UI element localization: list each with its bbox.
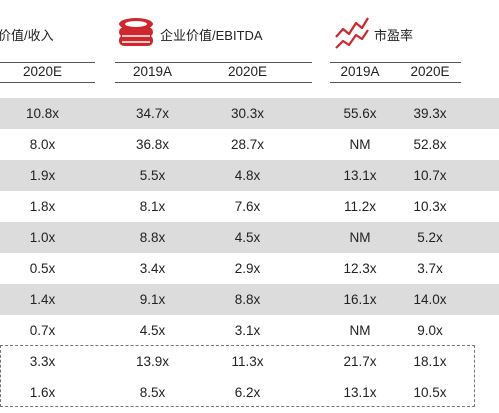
table-cell: 30.3x [230,106,265,121]
table-row: 1.9x 5.5x 4.8x 13.1x 10.7x [0,160,499,191]
table-cell: 21.7x [343,354,377,369]
col-header: 2020E [22,64,63,79]
table-cell: 3.4x [139,261,166,276]
table-row: 0.7x 4.5x 3.1x NM 9.0x [0,315,499,346]
coin-stack-icon [116,15,156,54]
table-cell: 14.0x [413,292,447,307]
table-cell: 13.1x [343,385,377,400]
table-cell: 0.5x [29,261,56,276]
table-cell: 2.9x [234,261,261,276]
table-cell: 8.8x [139,230,166,245]
table-cell: 3.7x [417,261,443,276]
table-cell: 0.7x [29,323,56,338]
table-cell: 8.1x [139,199,166,214]
table-cell: 12.3x [343,261,377,276]
ev-ebitda-title: 企业价值/EBITDA [160,27,263,43]
table-cell: 34.7x [135,106,170,121]
summary-rows-box [0,345,475,407]
col-header: 2019A [132,64,173,79]
table-cell: 1.6x [29,385,56,400]
table-row: 1.8x 8.1x 7.6x 11.2x 10.3x [0,191,499,222]
table-cell: 6.2x [234,385,261,400]
table-cell: 9.1x [139,292,166,307]
table-cell: 11.3x [231,354,264,369]
table-cell: 8.5x [139,385,166,400]
table-cell: 10.5x [413,385,447,400]
table-cell: 8.0x [29,137,56,152]
pe-header-rule [330,62,461,63]
ev-sales-header: 价值/收入 [0,14,108,54]
table-cell: 28.7x [230,137,265,152]
col-header: 2020E [227,64,268,79]
table-cell: 5.5x [139,168,166,183]
table-cell: 3.3x [29,354,56,369]
subheader-rule [0,82,95,83]
table-row: 10.8x 34.7x 30.3x 55.6x 39.3x [0,98,499,129]
table-cell: NM [349,323,371,338]
table-cell: 4.5x [234,230,261,245]
table-cell: 10.7x [413,168,447,183]
table-cell: 9.0x [417,323,443,338]
table-cell: 4.8x [234,168,261,183]
col-header: 2020E [410,64,450,79]
table-cell: 52.8x [413,137,447,152]
table-row: 1.4x 9.1x 8.8x 16.1x 14.0x [0,284,499,315]
trend-line-icon [334,15,370,54]
table-cell: 7.6x [234,199,261,214]
subheader-rule [330,82,461,83]
table-cell: 1.4x [29,292,56,307]
table-cell: 10.3x [413,199,447,214]
table-cell: NM [349,230,371,245]
table-cell: 36.8x [135,137,170,152]
table-cell: 18.1x [413,354,447,369]
table-cell: 13.1x [343,168,377,183]
table-cell: 10.8x [25,106,60,121]
table-cell: 3.1x [234,323,261,338]
table-cell: 13.9x [135,354,170,369]
subheader-rule [115,82,312,83]
table-row: 8.0x 36.8x 28.7x NM 52.8x [0,129,499,160]
ev-ebitda-header-rule [115,62,312,63]
ev-sales-header-rule [0,62,95,63]
table-cell: 1.9x [29,168,56,183]
table-row: 0.5x 3.4x 2.9x 12.3x 3.7x [0,253,499,284]
table-cell: NM [349,137,371,152]
table-row: 3.3x 13.9x 11.3x 21.7x 18.1x [0,346,499,377]
col-header: 2019A [340,64,380,79]
ev-ebitda-header: 企业价值/EBITDA [116,14,316,54]
table-row: 1.0x 8.8x 4.5x NM 5.2x [0,222,499,253]
table-cell: 39.3x [413,106,447,121]
pe-header: 市盈率 [334,14,454,54]
table-cell: 8.8x [234,292,261,307]
ev-sales-title: 价值/收入 [0,27,54,43]
table-cell: 4.5x [139,323,166,338]
table-row: 1.6x 8.5x 6.2x 13.1x 10.5x [0,377,499,408]
table-cell: 5.2x [417,230,443,245]
pe-title: 市盈率 [374,27,414,43]
table-cell: 11.2x [343,199,377,214]
table-cell: 1.8x [29,199,56,214]
table-cell: 1.0x [29,230,56,245]
table-cell: 16.1x [343,292,377,307]
table-cell: 55.6x [343,106,377,121]
